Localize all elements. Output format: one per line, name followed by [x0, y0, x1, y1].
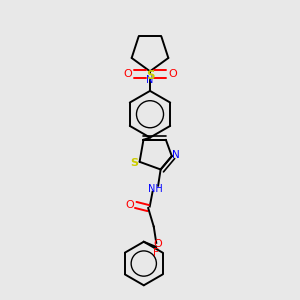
Text: NH: NH: [148, 184, 162, 194]
Text: O: O: [126, 200, 134, 210]
Text: F: F: [153, 248, 159, 258]
Text: S: S: [146, 69, 154, 82]
Text: O: O: [154, 239, 163, 249]
Text: O: O: [123, 69, 132, 79]
Text: N: N: [146, 75, 154, 85]
Text: N: N: [172, 150, 180, 160]
Text: O: O: [168, 69, 177, 79]
Text: S: S: [130, 158, 139, 168]
